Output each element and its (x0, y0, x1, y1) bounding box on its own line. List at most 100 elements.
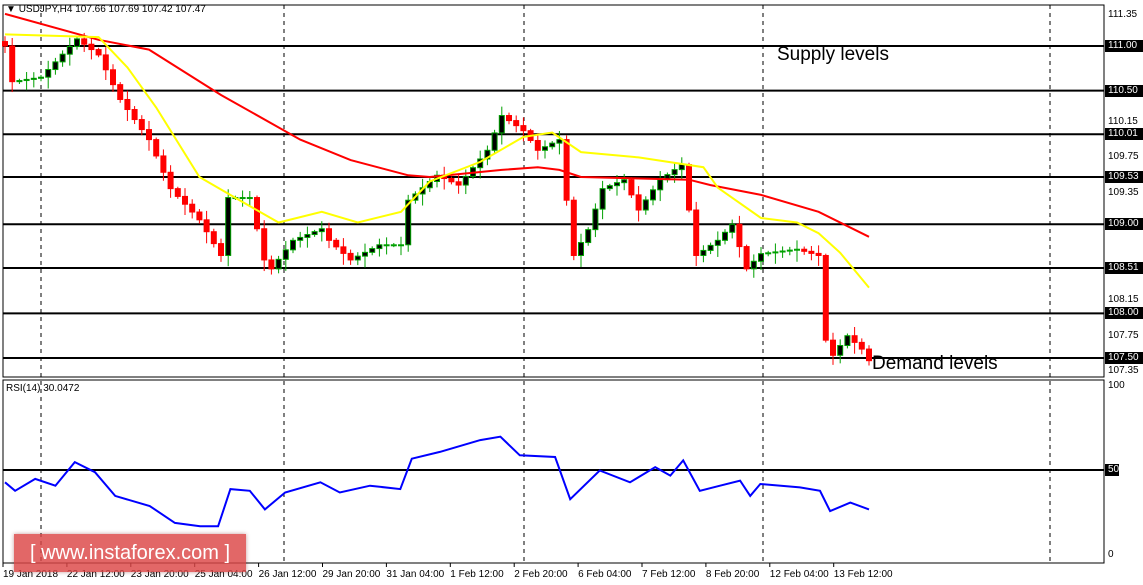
rsi-line (4, 435, 870, 528)
triangle-down-icon[interactable]: ▼ (6, 4, 19, 15)
bull-candle (239, 197, 246, 200)
bear-candle (736, 223, 743, 248)
bull-candle (614, 182, 620, 187)
bear-candle (95, 49, 102, 56)
time-axis-label: 26 Jan 12:00 (258, 569, 317, 580)
bear-candle (858, 341, 865, 350)
bear-candle (124, 98, 131, 111)
bull-candle (225, 197, 232, 256)
bull-candle (318, 228, 325, 233)
level-price-tag: 110.01 (1105, 128, 1143, 141)
time-axis-label: 31 Jan 04:00 (386, 569, 445, 580)
bear-candle (866, 348, 872, 362)
time-axis-label: 23 Jan 20:00 (130, 569, 189, 580)
bull-candle (390, 244, 397, 247)
bull-candle (491, 132, 498, 151)
instaforex-watermark[interactable]: [ www.instaforex.com ] (14, 534, 246, 572)
bull-candle (642, 199, 649, 211)
bear-candle (254, 197, 260, 230)
price-tick-label: 108.15 (1108, 294, 1139, 306)
bear-candle (110, 69, 116, 86)
bull-candle (354, 255, 361, 261)
bull-candle (700, 249, 707, 256)
price-tick-label: 109.35 (1108, 187, 1139, 199)
bull-candle (549, 142, 556, 148)
bear-candle (628, 179, 635, 196)
bull-candle (462, 175, 469, 186)
level-price-tag: 109.00 (1105, 218, 1143, 231)
bull-candle (498, 115, 505, 134)
bear-candle (448, 178, 455, 183)
bear-candle (851, 335, 858, 343)
time-axis-label: 7 Feb 12:00 (642, 569, 696, 580)
bear-candle (117, 84, 124, 100)
time-axis-label: 6 Feb 04:00 (578, 569, 632, 580)
supply-levels-label: Supply levels (777, 44, 889, 65)
bear-candle (174, 188, 181, 197)
price-tick-label: 107.35 (1108, 365, 1139, 377)
time-axis-label: 12 Feb 04:00 (769, 569, 829, 580)
rsi-pane-frame (2, 379, 1105, 564)
bull-candle (794, 248, 800, 251)
bull-candle (304, 234, 311, 238)
bull-candle (282, 249, 289, 260)
bull-candle (837, 345, 844, 356)
time-axis-label: 25 Jan 04:00 (194, 569, 253, 580)
slow-moving-average (4, 12, 870, 238)
bear-candle (196, 211, 203, 221)
bull-candle (383, 244, 390, 247)
level-price-tag: 110.50 (1105, 84, 1143, 97)
bull-candle (556, 139, 563, 144)
bear-candle (513, 120, 520, 127)
price-pane-frame (2, 4, 1105, 378)
price-tick-label: 110.15 (1108, 115, 1138, 127)
bull-candle (671, 169, 678, 176)
level-price-tag: 108.51 (1105, 261, 1143, 274)
bull-candle (23, 78, 30, 82)
time-axis-label: 13 Feb 12:00 (833, 569, 893, 580)
bear-candle (570, 199, 577, 256)
price-tick-label: 109.75 (1108, 151, 1139, 163)
bear-candle (801, 248, 808, 252)
rsi-max-label: 100 (1108, 380, 1125, 391)
bull-candle (290, 239, 296, 251)
bull-candle (246, 197, 253, 200)
bear-candle (340, 246, 347, 254)
bull-candle (578, 242, 584, 256)
bear-candle (743, 246, 750, 270)
bull-candle (750, 260, 757, 270)
bear-candle (333, 239, 340, 248)
bull-candle (722, 231, 728, 241)
bear-candle (146, 129, 152, 141)
bull-candle (275, 258, 282, 270)
bear-candle (102, 54, 109, 71)
bull-candle (786, 249, 793, 252)
level-price-tag: 109.53 (1105, 171, 1143, 184)
level-price-tag: 107.50 (1105, 351, 1143, 364)
bull-candle (707, 244, 714, 251)
rsi-label: RSI(14) 30.0472 (6, 383, 80, 394)
bull-candle (714, 239, 721, 246)
bear-candle (218, 243, 224, 256)
bull-candle (484, 149, 491, 160)
price-tick-label: 111.35 (1108, 8, 1138, 20)
bull-candle (678, 164, 685, 171)
bear-candle (182, 195, 188, 205)
bull-candle (765, 252, 772, 255)
fast-moving-average (4, 33, 870, 289)
rsi-level-label: 50 (1105, 464, 1119, 476)
bull-candle (59, 53, 66, 63)
bull-candle (405, 199, 412, 246)
time-axis-label: 1 Feb 12:00 (450, 569, 504, 580)
symbol-header: ▼ USDJPY,H4 107.66 107.69 107.42 107.47 (6, 4, 206, 15)
bull-candle (592, 208, 599, 231)
time-axis-label: 22 Jan 12:00 (66, 569, 125, 580)
level-price-tag: 108.00 (1105, 307, 1143, 320)
bear-candle (808, 250, 815, 254)
time-axis-label: 2 Feb 20:00 (514, 569, 568, 580)
bull-candle (297, 236, 304, 241)
bear-candle (347, 252, 354, 261)
bull-candle (758, 253, 764, 262)
bear-candle (815, 252, 822, 256)
